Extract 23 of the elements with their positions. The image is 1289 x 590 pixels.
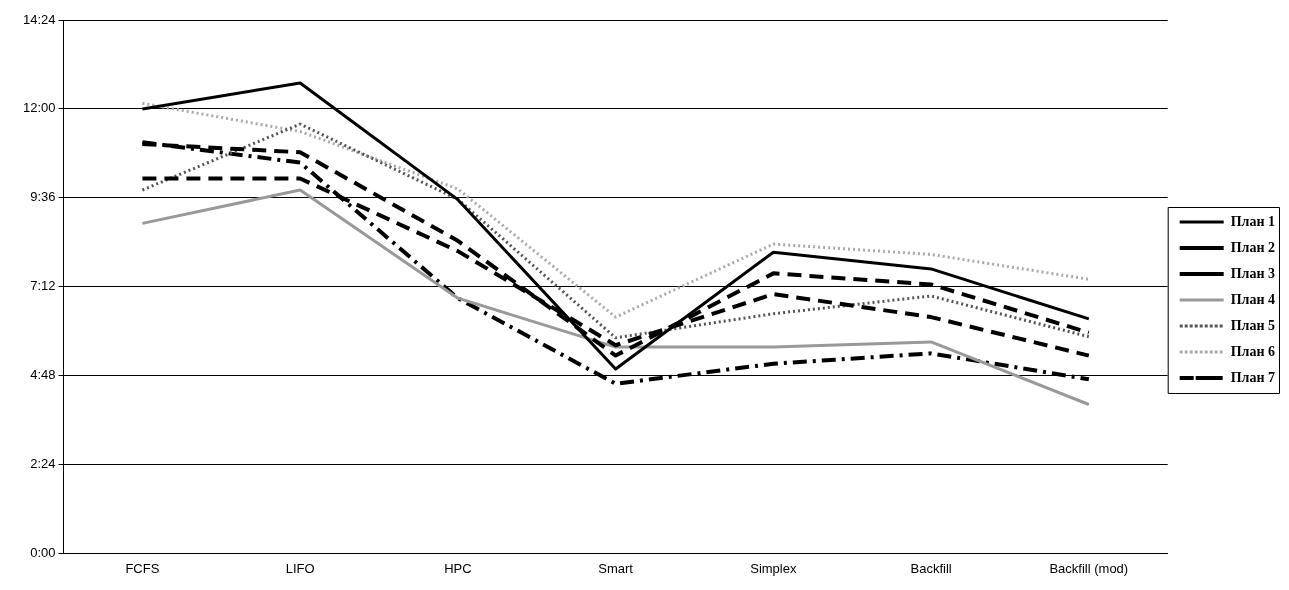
legend-label: План 3: [1230, 265, 1275, 281]
x-tick-label: HPC: [444, 560, 472, 576]
legend-label: План 7: [1230, 369, 1275, 385]
y-tick-label: 14:24: [22, 11, 56, 27]
x-tick-label: Smart: [598, 560, 634, 576]
y-tick-label: 7:12: [30, 278, 56, 294]
legend-label: План 5: [1230, 317, 1275, 333]
y-tick-label: 9:36: [30, 189, 56, 205]
y-tick-label: 12:00: [22, 100, 56, 116]
legend-label: План 4: [1230, 291, 1275, 307]
y-tick-label: 0:00: [30, 544, 56, 560]
legend-label: План 1: [1230, 213, 1275, 229]
line-series: [140, 101, 1091, 319]
legend-label: План 2: [1230, 239, 1275, 255]
x-tick-label: Backfill (mod): [1049, 560, 1129, 576]
legend-label: План 6: [1230, 343, 1275, 359]
x-tick-label: Simplex: [750, 560, 797, 576]
x-tick-label: FCFS: [125, 560, 160, 576]
x-tick-label: LIFO: [285, 560, 315, 576]
line-series: [140, 122, 1091, 340]
y-tick-label: 4:48: [30, 367, 56, 383]
x-tick-label: Backfill: [910, 560, 952, 576]
y-tick-label: 2:24: [30, 456, 56, 472]
